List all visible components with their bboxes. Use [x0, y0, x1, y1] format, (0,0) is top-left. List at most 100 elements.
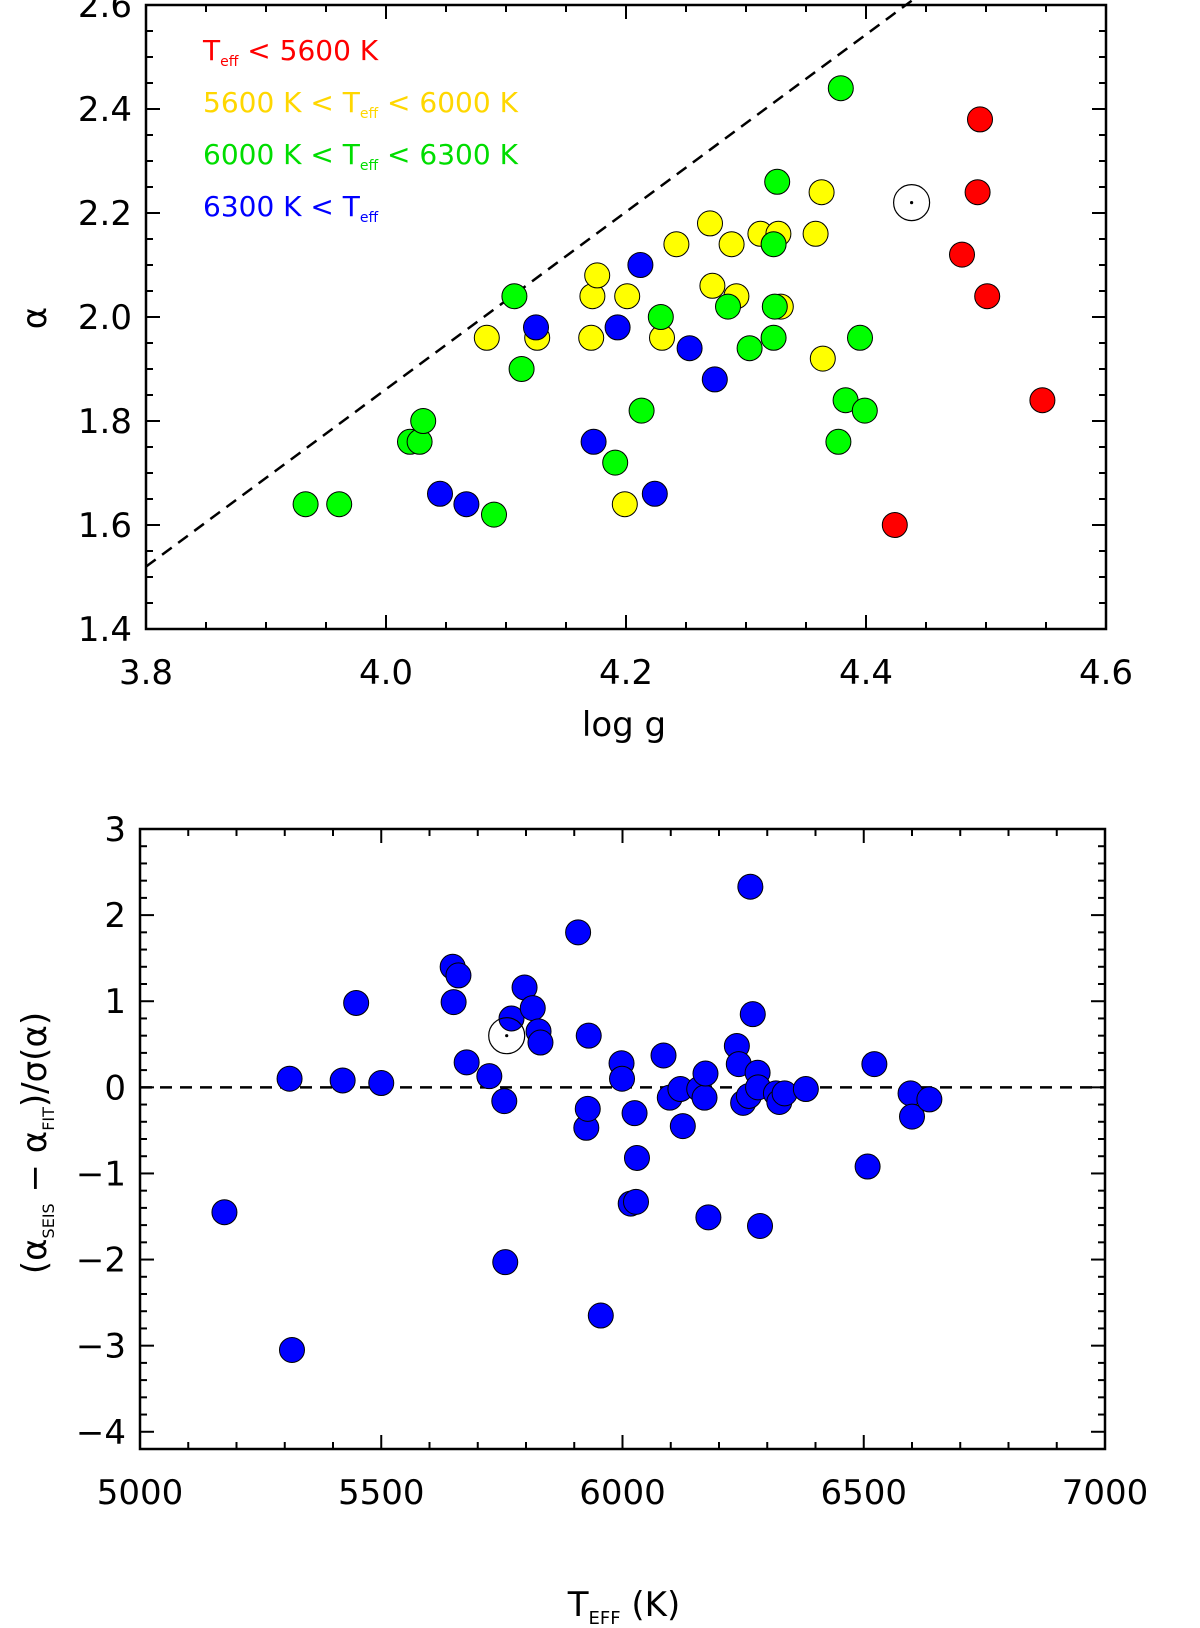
data-point	[916, 1086, 943, 1113]
data-point	[276, 1065, 303, 1092]
top-y-tick-label: 2.4	[78, 90, 132, 130]
data-point	[739, 1001, 766, 1028]
data-point	[802, 220, 829, 247]
data-point	[967, 106, 993, 133]
sun-symbol-dot	[505, 1034, 509, 1038]
top-y-tick-label: 1.4	[78, 610, 132, 650]
data-point	[587, 1302, 614, 1329]
data-point	[691, 1084, 718, 1111]
bottom-y-axis-title: (αSEIS − αFIT)/σ(α)	[15, 1012, 58, 1274]
data-point	[854, 1153, 881, 1180]
top-y-tick-label: 2.6	[78, 0, 132, 26]
data-point	[761, 293, 788, 320]
data-point	[692, 1060, 719, 1087]
data-point	[701, 366, 728, 393]
bottom-x-tick-label: 5500	[338, 1473, 425, 1513]
data-point	[627, 252, 654, 278]
data-point	[584, 262, 611, 289]
data-point	[445, 962, 472, 989]
data-point	[491, 1088, 518, 1115]
data-point	[481, 501, 507, 528]
legend-entry: 5600 K < Teff < 6000 K	[203, 86, 519, 122]
bottom-x-tick-label: 6500	[820, 1473, 907, 1513]
bottom-y-tick-label: −3	[76, 1327, 126, 1367]
data-point	[825, 428, 852, 455]
data-point	[609, 1065, 636, 1092]
bottom-panel: 5000 5500 6000 6500 7000 −4 −3 −2 −1 0 1…	[15, 810, 1148, 1628]
data-point	[974, 283, 1001, 310]
bottom-y-tick-label: 2	[104, 896, 126, 936]
data-point	[453, 1049, 480, 1076]
bottom-axis-ticks	[139, 828, 1106, 1449]
data-point	[508, 356, 535, 382]
top-y-tick-label: 2.2	[78, 194, 132, 234]
data-point	[792, 1076, 819, 1103]
data-point	[580, 428, 607, 455]
top-y-tick-label: 1.8	[78, 402, 132, 442]
legend-entry: 6300 K < Teff	[203, 190, 379, 226]
top-y-tick-label: 1.6	[78, 506, 132, 546]
data-point	[527, 1029, 554, 1056]
data-point	[602, 449, 629, 476]
data-point	[519, 995, 546, 1022]
bottom-y-tick-label: 1	[104, 982, 126, 1022]
top-x-axis-title: log g	[582, 705, 666, 745]
data-point	[899, 1103, 925, 1130]
sun-symbol-dot	[910, 201, 914, 205]
data-point	[676, 335, 703, 362]
bottom-y-tick-label: −4	[76, 1413, 126, 1453]
data-point	[827, 75, 854, 102]
data-point	[578, 324, 605, 351]
top-y-axis-title: α	[15, 307, 55, 329]
data-point	[611, 491, 638, 518]
legend-entry: 6000 K < Teff < 6300 K	[203, 138, 519, 174]
data-point	[718, 231, 745, 258]
data-point	[614, 283, 641, 310]
data-point	[292, 491, 319, 518]
data-point	[715, 293, 741, 320]
bottom-y-tick-label: 3	[104, 810, 126, 850]
data-point	[343, 989, 370, 1016]
data-point	[764, 168, 791, 195]
data-point	[697, 210, 723, 237]
data-point	[964, 179, 991, 206]
data-point	[329, 1067, 356, 1094]
data-point	[949, 241, 975, 268]
legend-entry: Teff < 5600 K	[202, 34, 379, 70]
bottom-x-tick-label: 7000	[1062, 1473, 1149, 1513]
data-point	[1029, 387, 1056, 414]
data-point	[747, 1212, 774, 1239]
data-point	[476, 1063, 503, 1090]
data-point	[565, 919, 592, 946]
data-point	[492, 1249, 519, 1276]
data-point	[453, 491, 480, 518]
data-point	[771, 1080, 798, 1107]
data-point	[760, 231, 787, 258]
data-point	[501, 283, 528, 310]
data-point	[809, 345, 836, 372]
data-point	[574, 1095, 601, 1122]
data-point	[628, 397, 655, 424]
reference-line	[145, 0, 915, 568]
top-x-tick-label: 4.4	[839, 653, 893, 693]
bottom-x-tick-label: 5000	[97, 1473, 184, 1513]
data-point	[473, 324, 500, 351]
data-point	[669, 1113, 696, 1140]
data-point	[699, 272, 726, 299]
top-x-tick-label: 4.2	[599, 653, 653, 693]
data-point	[523, 314, 549, 341]
data-point	[736, 335, 763, 362]
data-point	[621, 1100, 648, 1127]
data-point	[427, 480, 453, 507]
top-reference-line	[145, 0, 915, 568]
top-axis-ticks	[145, 4, 1107, 630]
data-point	[663, 231, 690, 258]
data-point	[575, 1022, 602, 1049]
bottom-data-points	[211, 873, 943, 1363]
data-point	[410, 408, 437, 434]
top-panel: 3.8 4.0 4.2 4.4 4.6 1.4 1.6 1.8 2.0 2.2 …	[15, 0, 1133, 745]
data-point	[623, 1188, 650, 1215]
data-point	[737, 873, 764, 900]
bottom-x-axis-title: TEFF (K)	[567, 1585, 681, 1628]
